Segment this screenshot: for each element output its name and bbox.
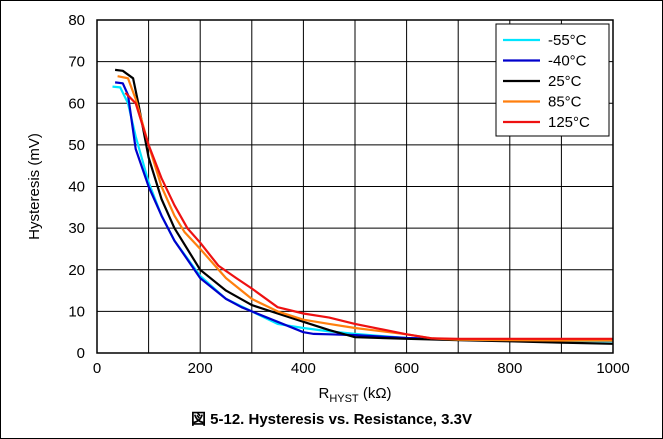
x-tick-label: 800 xyxy=(497,360,522,377)
y-tick-label: 20 xyxy=(68,262,85,279)
x-tick-label: 0 xyxy=(93,360,101,377)
x-axis-label-subscript: HYST xyxy=(329,393,359,405)
legend: -55°C -40°C 25°C 85°C 125°C xyxy=(495,23,610,137)
x-tick-label: 400 xyxy=(291,360,316,377)
x-axis-label-unit: (kΩ) xyxy=(359,385,392,402)
legend-label: -55°C xyxy=(548,32,587,49)
legend-label: -40°C xyxy=(548,53,587,70)
figure-caption: 図 5-12. Hysteresis vs. Resistance, 3.3V xyxy=(190,411,472,428)
y-tick-label: 30 xyxy=(68,220,85,237)
series-lines xyxy=(112,68,614,345)
x-axis-label: RHYST (kΩ) xyxy=(318,385,391,405)
x-axis-label-main: R xyxy=(318,385,329,402)
series-line-125°C xyxy=(124,92,613,340)
y-tick-label: 50 xyxy=(68,137,85,154)
x-tick-label: 600 xyxy=(394,360,419,377)
legend-label: 85°C xyxy=(548,94,582,111)
y-tick-label: 40 xyxy=(68,179,85,196)
y-tick-label: 60 xyxy=(68,95,85,112)
y-tick-label: 80 xyxy=(68,12,85,29)
y-tick-label: 10 xyxy=(68,303,85,320)
y-tick-label: 0 xyxy=(77,345,85,362)
legend-label: 25°C xyxy=(548,73,582,90)
y-tick-label: 70 xyxy=(68,54,85,71)
x-tick-label: 200 xyxy=(188,360,213,377)
legend-label: 125°C xyxy=(548,114,590,131)
tick-labels: 0 200 400 600 800 1000 0 10 20 30 40 50 60 70 80 xyxy=(68,12,629,377)
y-axis-label: Hysteresis (mV) xyxy=(26,133,43,240)
x-tick-label: 1000 xyxy=(596,360,629,377)
plot-area-border xyxy=(96,19,614,354)
